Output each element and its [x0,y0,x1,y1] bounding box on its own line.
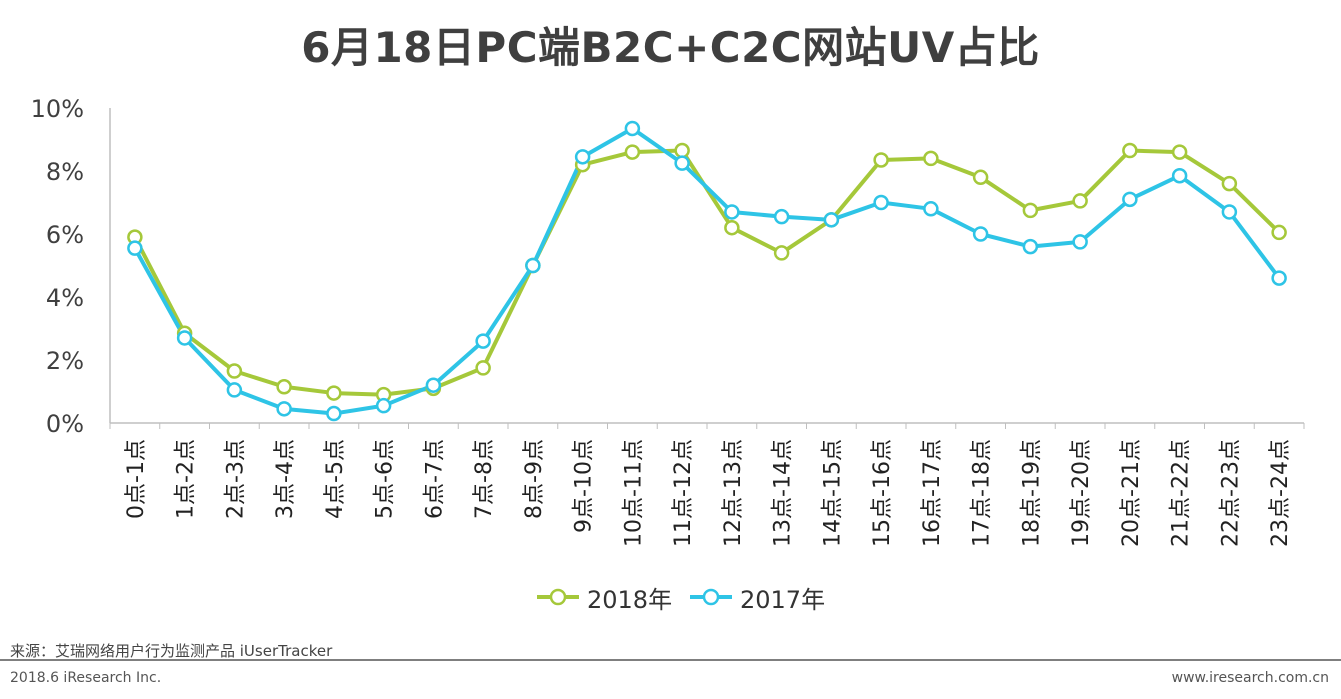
data-point-2017[interactable] [176,330,193,346]
data-point-2017[interactable] [1171,167,1188,184]
x-tick-label: 19点-20点 [1069,439,1094,547]
y-axis-ticks: 0% 2% 4% 6% 8% 10% [31,95,84,438]
x-tick-label: 22点-23点 [1218,439,1243,547]
data-point-2017[interactable] [127,240,143,256]
data-point-2017[interactable] [1221,204,1238,220]
y-tick-label: 0% [46,410,84,438]
data-point-2017[interactable] [276,401,292,417]
x-tick-label: 5点-6点 [373,439,398,519]
data-point-2017[interactable] [823,212,840,228]
legend: 2018年 2017年 [0,580,1341,614]
data-point-2017[interactable] [525,257,541,274]
data-point-2017[interactable] [624,120,641,137]
x-tick-label: 4点-5点 [323,439,348,519]
x-tick-label: 14点-15点 [820,439,845,547]
data-point-2018[interactable] [226,363,243,379]
legend-item-2018[interactable]: 2018年 [535,580,672,614]
x-tick-label: 1点-2点 [174,439,199,519]
footer-copyright: 2018.6 iResearch Inc. [10,670,162,686]
x-tick-label: 18点-19点 [1019,439,1044,547]
data-point-2018[interactable] [475,360,491,376]
legend-marker-2018 [537,588,579,606]
data-point-2017[interactable] [1271,270,1287,286]
x-tick-label: 6点-7点 [422,439,447,519]
data-point-2018[interactable] [773,245,790,261]
x-tick-label: 9点-10点 [572,439,597,533]
chart-title: 6月18日PC端B2C+C2C网站UV占比 [301,23,1040,72]
x-tick-label: 13点-14点 [771,439,796,547]
x-tick-label: 0点-1点 [124,439,149,519]
x-tick-label: 2点-3点 [223,439,248,519]
x-tick-label: 8点-9点 [522,439,547,519]
data-point-2018[interactable] [1271,224,1287,241]
y-tick-label: 10% [31,95,84,123]
legend-marker-2017 [690,588,732,606]
data-point-2018[interactable] [1072,193,1088,209]
data-point-2018[interactable] [972,169,989,186]
x-tick-label: 12点-13点 [721,439,746,547]
data-point-2017[interactable] [326,405,342,422]
y-tick-label: 2% [46,347,84,375]
data-point-2017[interactable] [674,155,690,171]
data-point-2018[interactable] [1221,175,1238,192]
x-axis-ticks: 0点-1点 1点-2点 2点-3点 3点-4点 4点-5点 5点-6点 6点-7点 7点-8点… [109,423,1305,547]
footer-website: www.iresearch.com.cn [1171,670,1329,686]
data-point-2018[interactable] [674,142,690,159]
legend-label-2018: 2018年 [587,585,673,614]
data-point-2018[interactable] [1122,142,1138,159]
legend-dot-2018 [549,588,567,606]
x-tick-label: 11点-12点 [671,439,696,547]
data-point-2017[interactable] [972,226,989,242]
line-chart: 0% 2% 4% 6% 8% 10% 0点-1点 1点-2点 2点-3点 3点-4点 4点-5点 5… [31,95,1305,547]
x-tick-label: 20点-21点 [1119,439,1144,547]
series-line-2017 [133,126,1281,416]
data-point-2018[interactable] [873,152,889,168]
x-tick-label: 16点-17点 [920,439,945,547]
series-group [127,120,1287,422]
x-tick-label: 7点-8点 [472,439,497,519]
data-point-2017[interactable] [574,149,591,165]
y-tick-label: 4% [46,284,84,312]
data-point-2017[interactable] [773,208,790,225]
data-point-2018[interactable] [1171,144,1188,160]
legend-label-2017: 2017年 [740,585,826,614]
data-point-2018[interactable] [276,379,292,395]
source-note: 来源：艾瑞网络用户行为监测产品 iUserTracker [10,642,333,660]
data-point-2017[interactable] [226,382,243,398]
x-tick-label: 15点-16点 [870,439,895,547]
data-point-2017[interactable] [475,333,491,349]
x-tick-label: 3点-4点 [273,439,298,519]
data-point-2017[interactable] [923,201,939,217]
x-tick-label: 23点-24点 [1268,439,1293,547]
data-point-2017[interactable] [425,377,442,393]
data-point-2017[interactable] [724,204,740,220]
y-tick-label: 6% [46,221,84,249]
data-point-2018[interactable] [624,144,641,160]
data-point-2018[interactable] [923,150,939,167]
x-tick-label: 10点-11点 [621,439,646,547]
x-tick-label: 21点-22点 [1169,439,1194,547]
data-point-2017[interactable] [1122,191,1138,208]
data-point-2017[interactable] [873,194,889,211]
data-point-2018[interactable] [724,219,740,236]
data-point-2017[interactable] [375,397,392,414]
y-tick-label: 8% [46,158,84,186]
legend-dot-2017 [702,588,720,606]
data-point-2018[interactable] [326,385,342,401]
data-point-2017[interactable] [1072,234,1088,250]
data-point-2017[interactable] [1022,238,1039,255]
footer-divider [0,659,1341,661]
data-point-2018[interactable] [1022,202,1039,219]
legend-item-2017[interactable]: 2017年 [688,580,825,614]
x-tick-label: 17点-18点 [970,439,995,547]
